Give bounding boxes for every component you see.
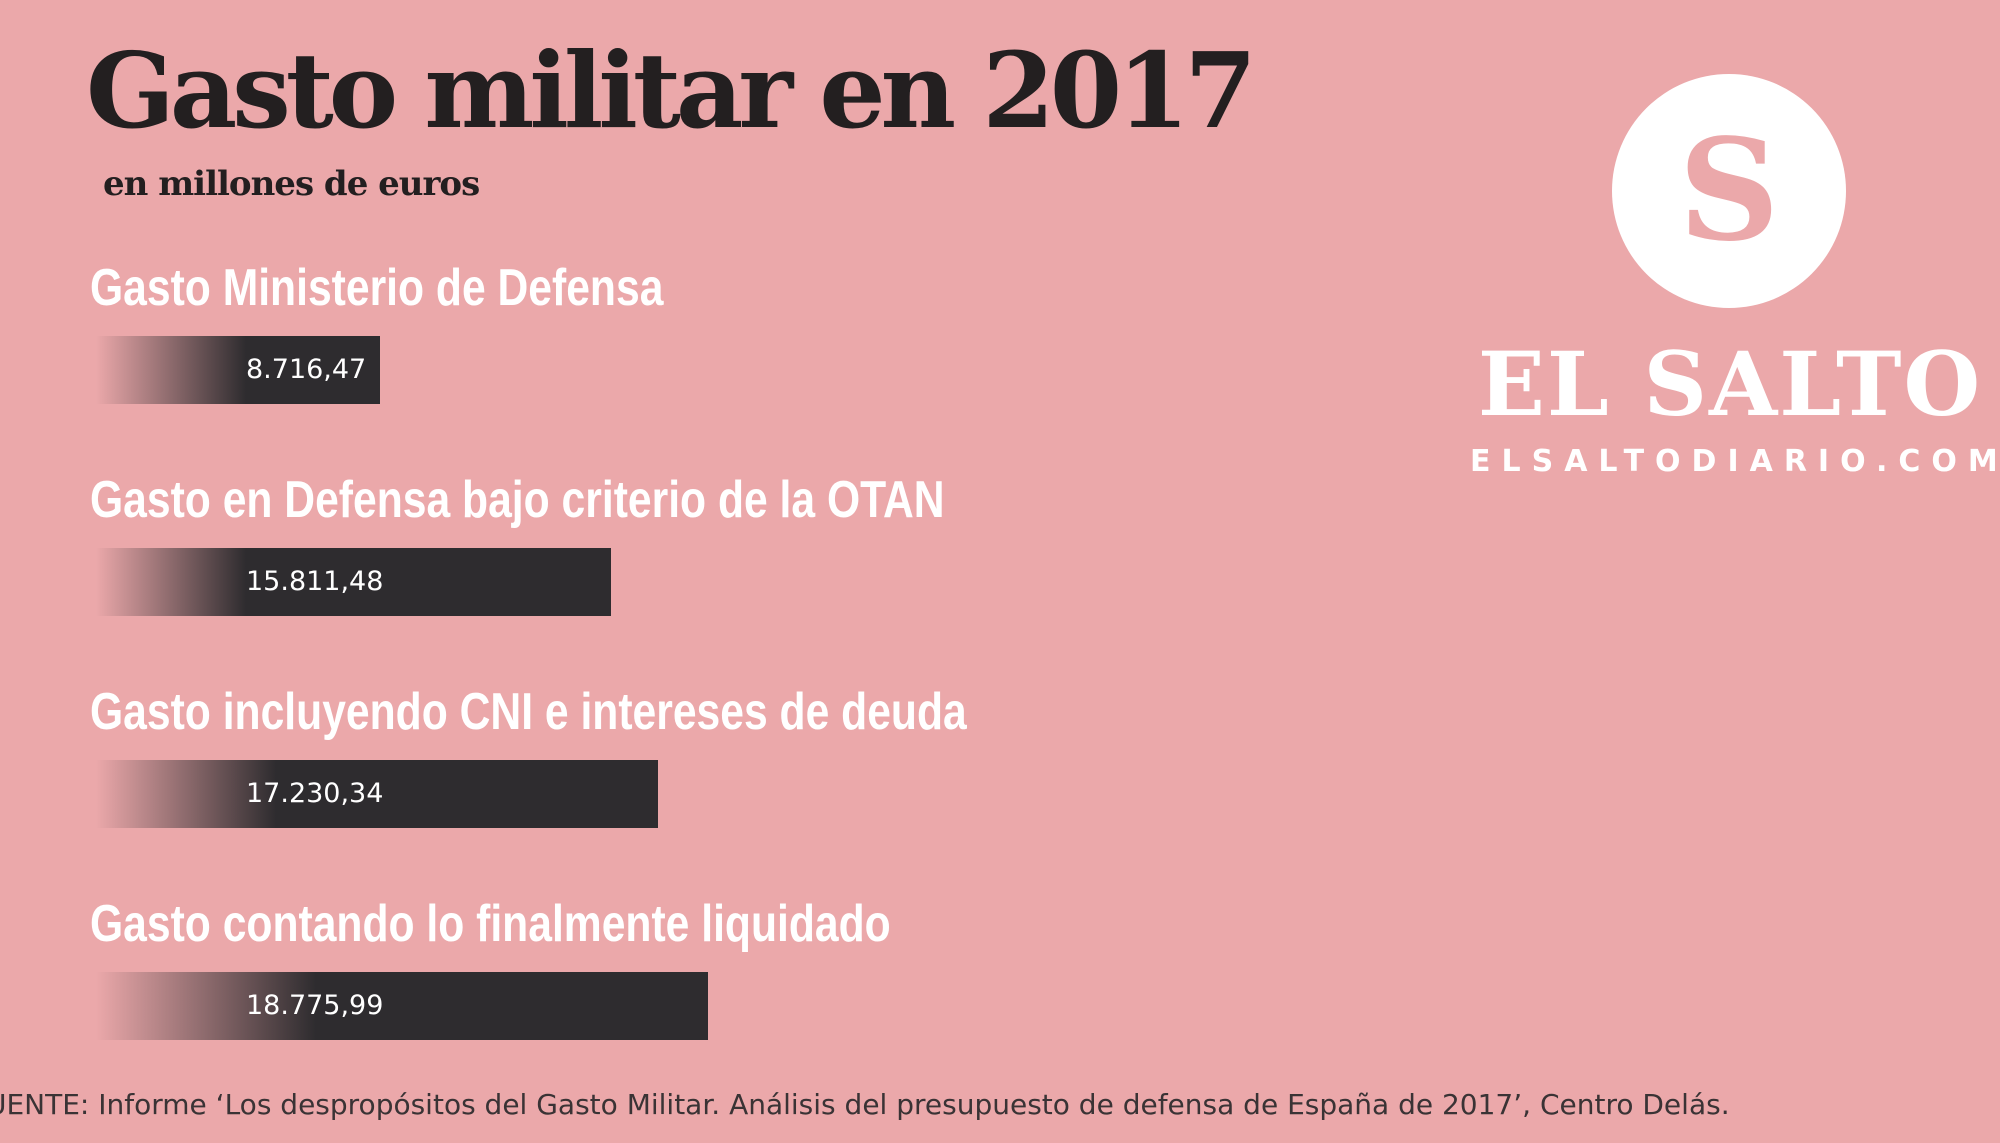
bar: 17.230,34	[96, 760, 658, 828]
source-note: UENTE: Informe ‘Los despropósitos del Ga…	[0, 1088, 1730, 1121]
bar: 8.716,47	[96, 336, 380, 404]
bar-value-label: 18.775,99	[246, 990, 384, 1021]
logo-url: ELSALTODIARIO.COM	[1470, 444, 2000, 479]
logo-letter: S	[1678, 109, 1780, 273]
logo-wordmark: EL SALTO	[1477, 332, 1983, 436]
chart-subtitle: en millones de euros	[103, 164, 480, 204]
bar-chart: Gasto Ministerio de Defensa 8.716,47 Gasto…	[90, 259, 967, 1040]
logo-circle-icon: S	[1612, 74, 1846, 308]
bar: 18.775,99	[96, 972, 708, 1040]
bar-category-label: Gasto en Defensa bajo criterio de la OTA…	[90, 471, 945, 529]
el-salto-logo[interactable]: S EL SALTO ELSALTODIARIO.COM	[1470, 70, 2000, 490]
bar-value-label: 8.716,47	[246, 354, 367, 385]
bar-category-label: Gasto incluyendo CNI e intereses de deud…	[90, 683, 967, 741]
bar: 15.811,48	[96, 548, 611, 616]
bar-category-label: Gasto contando lo finalmente liquidado	[90, 895, 891, 953]
chart-title: Gasto militar en 2017	[86, 29, 1257, 152]
bar-value-label: 15.811,48	[246, 566, 384, 597]
bar-category-label: Gasto Ministerio de Defensa	[90, 259, 664, 317]
bar-value-label: 17.230,34	[246, 778, 384, 809]
